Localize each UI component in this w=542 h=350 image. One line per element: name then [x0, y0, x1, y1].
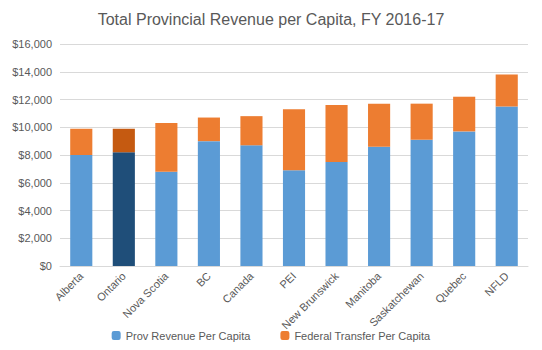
svg-text:Ontario: Ontario	[94, 270, 128, 304]
svg-text:Manitoba: Manitoba	[343, 269, 384, 310]
svg-text:Quebec: Quebec	[433, 269, 469, 305]
svg-text:Nova Scotia: Nova Scotia	[120, 269, 171, 320]
svg-text:$16,000: $16,000	[12, 38, 52, 50]
svg-text:PEI: PEI	[277, 270, 298, 291]
svg-text:$6,000: $6,000	[18, 177, 52, 189]
svg-text:Canada: Canada	[220, 269, 256, 305]
svg-text:New Brunswick: New Brunswick	[279, 269, 341, 331]
svg-text:Federal Transfer Per Capita: Federal Transfer Per Capita	[294, 330, 431, 342]
svg-text:$0: $0	[40, 260, 52, 272]
svg-text:NFLD: NFLD	[482, 270, 511, 299]
svg-text:Alberta: Alberta	[52, 269, 86, 303]
svg-text:$2,000: $2,000	[18, 232, 52, 244]
svg-text:$12,000: $12,000	[12, 94, 52, 106]
svg-text:BC: BC	[194, 270, 213, 289]
svg-text:Prov Revenue Per Capita: Prov Revenue Per Capita	[126, 330, 252, 342]
svg-text:Total Provincial Revenue per C: Total Provincial Revenue per Capita, FY …	[98, 11, 445, 28]
svg-text:$8,000: $8,000	[18, 149, 52, 161]
svg-text:Saskatchewan: Saskatchewan	[367, 270, 426, 329]
svg-text:$14,000: $14,000	[12, 66, 52, 78]
svg-text:$4,000: $4,000	[18, 205, 52, 217]
svg-text:$10,000: $10,000	[12, 121, 52, 133]
